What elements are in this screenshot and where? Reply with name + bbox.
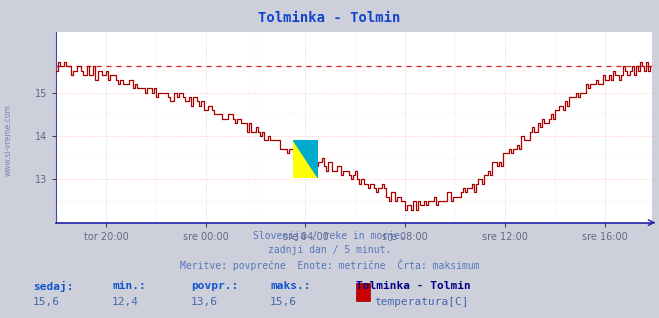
- Polygon shape: [293, 140, 318, 178]
- Text: 15,6: 15,6: [33, 297, 60, 307]
- Text: sedaj:: sedaj:: [33, 281, 73, 293]
- Text: povpr.:: povpr.:: [191, 281, 239, 291]
- Text: Tolminka - Tolmin: Tolminka - Tolmin: [356, 281, 471, 291]
- Text: min.:: min.:: [112, 281, 146, 291]
- Text: www.si-vreme.com: www.si-vreme.com: [4, 104, 13, 176]
- Text: Slovenija / reke in morje.: Slovenija / reke in morje.: [253, 231, 406, 240]
- Text: 12,4: 12,4: [112, 297, 139, 307]
- Text: zadnji dan / 5 minut.: zadnji dan / 5 minut.: [268, 245, 391, 255]
- Polygon shape: [293, 140, 318, 178]
- Text: 13,6: 13,6: [191, 297, 218, 307]
- Text: Meritve: povprečne  Enote: metrične  Črta: maksimum: Meritve: povprečne Enote: metrične Črta:…: [180, 259, 479, 271]
- Text: Tolminka - Tolmin: Tolminka - Tolmin: [258, 11, 401, 25]
- Text: 15,6: 15,6: [270, 297, 297, 307]
- Text: temperatura[C]: temperatura[C]: [374, 297, 469, 307]
- Text: maks.:: maks.:: [270, 281, 310, 291]
